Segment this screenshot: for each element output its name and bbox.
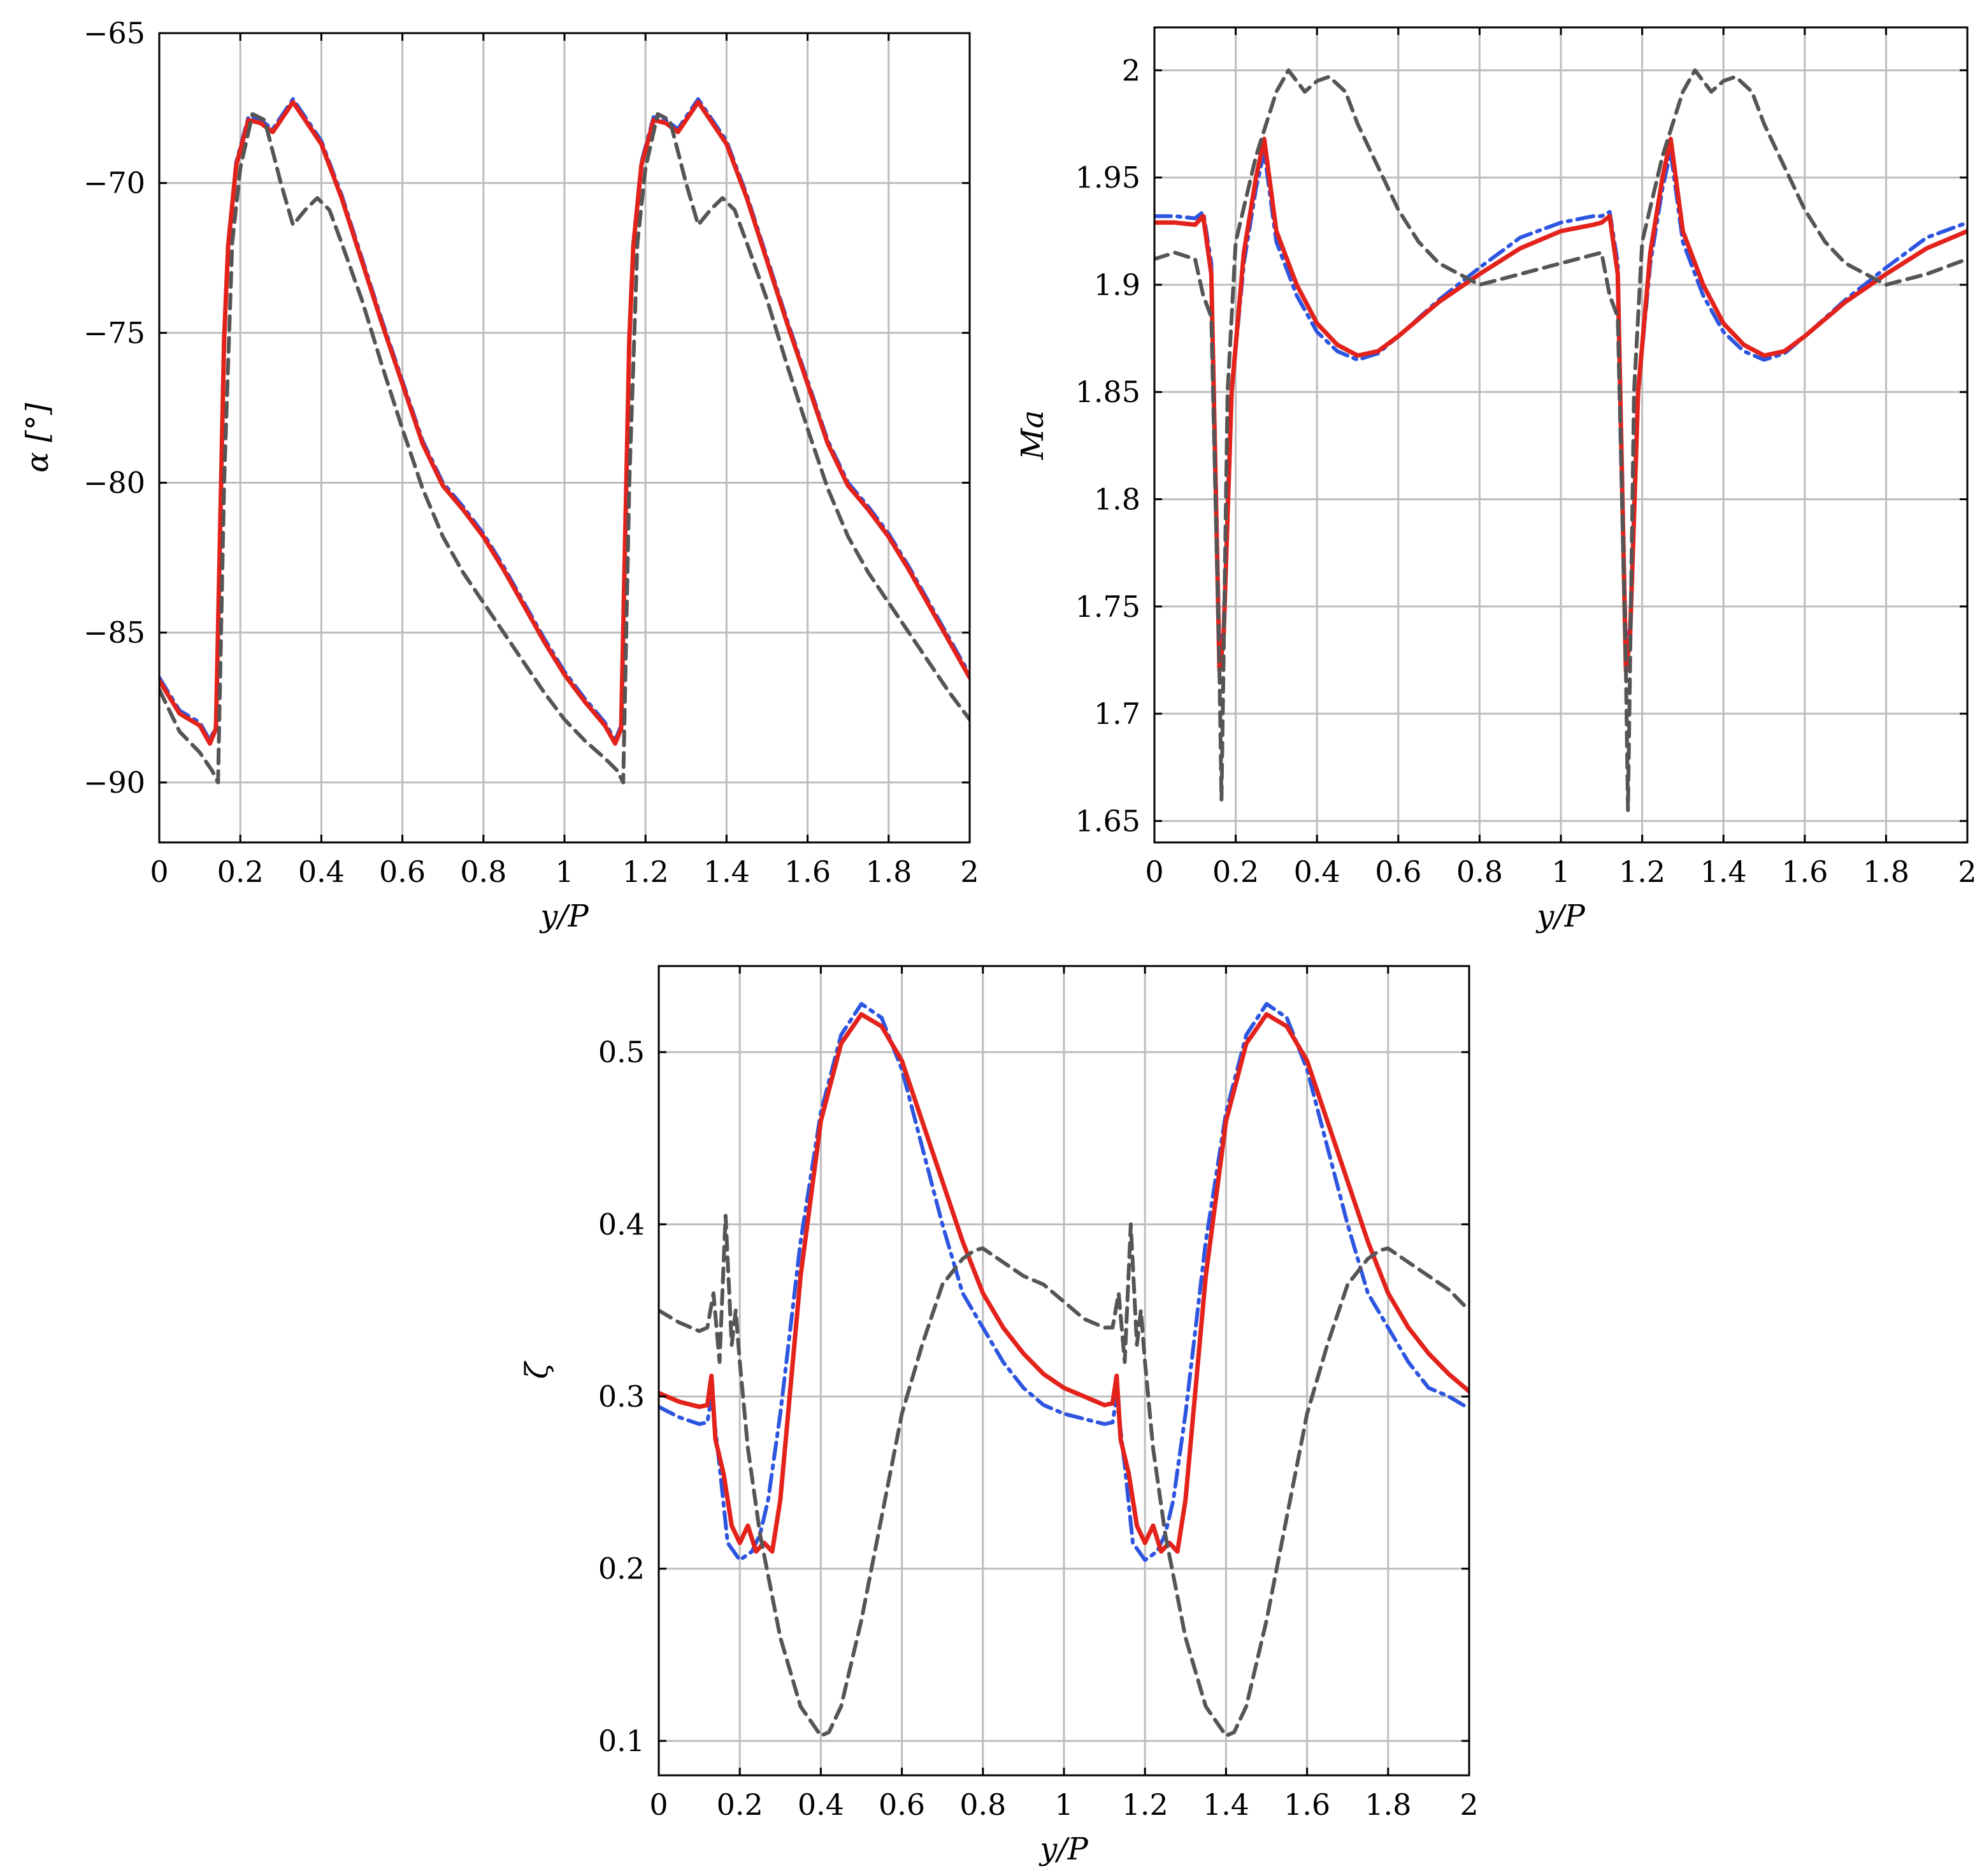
series-line-solid <box>659 1012 1469 1554</box>
x-tick-label: 0 <box>150 855 168 889</box>
series-line-dashed <box>159 112 970 784</box>
series-group <box>659 1002 1469 1738</box>
x-tick-label: 1.8 <box>1863 855 1909 889</box>
y-tick-label: 1.85 <box>1075 375 1140 409</box>
alpha-plot: 0 0.2 0.4 0.6 0.8 1 1.2 1.4 1.6 1.8 2 −90 −85 −80 −75 −… <box>20 16 979 934</box>
y-tick-label: 1.95 <box>1075 161 1140 195</box>
y-tick-label: 0.1 <box>598 1724 645 1758</box>
mach-plot: 0 0.2 0.4 0.6 0.8 1 1.2 1.4 1.6 1.8 2 1.65 1.7 1.75 1.… <box>1015 26 1977 934</box>
x-axis-label: y/P <box>1535 898 1585 934</box>
y-tick-label: 1.7 <box>1094 696 1140 731</box>
grid <box>1153 27 1969 842</box>
x-tick-label: 1.8 <box>865 855 912 889</box>
series-group <box>1154 68 1967 812</box>
y-tick-label: −85 <box>83 616 145 650</box>
x-tick-label: 1.2 <box>1122 1787 1168 1822</box>
x-tick-label: 1.4 <box>1203 1787 1249 1822</box>
y-tick-label: 1.75 <box>1075 589 1140 624</box>
x-tick-label: 0 <box>649 1787 668 1822</box>
x-tick-label: 1.2 <box>1619 855 1665 889</box>
series-line-dashed <box>659 1213 1469 1738</box>
x-tick-label: 0.6 <box>879 1787 925 1822</box>
x-tick-label: 1 <box>1551 855 1570 889</box>
x-tick-label: 0.4 <box>798 1787 844 1822</box>
x-tick-label: 0.8 <box>959 1787 1006 1822</box>
y-tick-label: 1.8 <box>1094 482 1140 516</box>
y-tick-label: −80 <box>83 466 145 500</box>
series-line-solid <box>1154 136 1967 674</box>
x-tick-label: 0.4 <box>298 855 345 889</box>
x-tick-label: 0.4 <box>1294 855 1340 889</box>
y-tick-label: −75 <box>83 315 145 350</box>
x-tick-label: 0.2 <box>1212 855 1259 889</box>
x-tick-label: 0.8 <box>460 855 506 889</box>
y-axis-label: ζ <box>519 1360 555 1379</box>
y-axis-label: Ma <box>1015 410 1051 461</box>
x-tick-label: 0 <box>1145 855 1163 889</box>
y-tick-label: 0.3 <box>598 1380 645 1414</box>
x-tick-label: 1.6 <box>784 855 831 889</box>
y-tick-label: 0.4 <box>598 1207 645 1241</box>
series-group <box>159 97 970 784</box>
x-tick-label: 2 <box>1958 855 1976 889</box>
y-tick-label: −90 <box>83 765 145 800</box>
x-tick-label: 0.6 <box>1375 855 1421 889</box>
y-tick-label: 1.9 <box>1094 268 1140 302</box>
x-tick-label: 0.2 <box>717 1787 763 1822</box>
y-tick-label: 0.2 <box>598 1552 645 1586</box>
x-tick-label: 0.8 <box>1456 855 1503 889</box>
x-axis-label: y/P <box>1038 1831 1088 1867</box>
x-tick-label: 0.6 <box>379 855 426 889</box>
grid <box>657 966 1470 1775</box>
x-tick-label: 1.2 <box>622 855 669 889</box>
series-line-solid <box>159 99 970 746</box>
y-tick-label: −65 <box>83 16 145 50</box>
x-tick-label: 1 <box>1054 1787 1073 1822</box>
x-tick-label: 2 <box>1460 1787 1478 1822</box>
loss-coefficient-plot: 0 0.2 0.4 0.6 0.8 1 1.2 1.4 1.6 1.8 2 0.1 0.2 0.3 0.4 0… <box>519 965 1479 1867</box>
y-tick-label: −70 <box>83 166 145 200</box>
series-line-dashed <box>1154 68 1967 812</box>
x-tick-label: 1.4 <box>1700 855 1747 889</box>
x-axis-label: y/P <box>539 898 589 934</box>
x-tick-label: 1.4 <box>703 855 750 889</box>
y-axis-label: α [°] <box>20 403 55 472</box>
x-tick-label: 1.6 <box>1781 855 1828 889</box>
x-tick-label: 1.6 <box>1284 1787 1330 1822</box>
y-tick-label: 1.65 <box>1075 804 1140 838</box>
x-tick-label: 0.2 <box>217 855 264 889</box>
y-tick-label: 2 <box>1122 53 1140 87</box>
x-tick-label: 1 <box>555 855 573 889</box>
y-tick-label: 0.5 <box>598 1035 645 1069</box>
x-tick-label: 1.8 <box>1365 1787 1411 1822</box>
x-tick-label: 2 <box>960 855 979 889</box>
